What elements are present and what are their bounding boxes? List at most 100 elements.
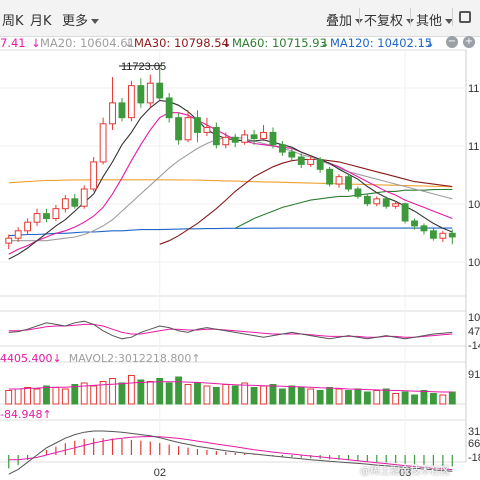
tab-week-k[interactable]: 周K: [2, 14, 24, 29]
volume-bar: [109, 378, 116, 405]
candle-body: [354, 188, 362, 197]
volume-bar: [335, 388, 343, 405]
price-axis: 11 11 10 10: [468, 83, 480, 269]
volume-bar: [326, 387, 334, 405]
candle-body: [297, 156, 305, 165]
ma20-arrow: ↓: [124, 36, 134, 50]
volume-bar: [80, 382, 88, 405]
candle-body: [203, 126, 211, 133]
volume-bar: [288, 385, 296, 405]
indicator-tick-label: 31: [468, 426, 480, 438]
fullscreen-icon[interactable]: [459, 11, 471, 23]
ma10-line: [8, 112, 453, 255]
volume-bar: [14, 388, 22, 405]
candle-body: [382, 198, 390, 207]
high-annotation: 11723.05: [118, 61, 166, 73]
indicator-tick-label: -18: [468, 452, 480, 464]
candle-body: [392, 203, 400, 207]
candle-body: [61, 198, 69, 210]
volume-bar: [127, 375, 135, 405]
time-tick-label: 03: [399, 467, 411, 479]
candle-body: [165, 97, 173, 119]
ma30-line: [159, 158, 453, 245]
toolbar-divider: [410, 8, 411, 26]
volume-bar: [33, 388, 41, 405]
volume-bar: [99, 381, 107, 405]
candle-body: [71, 198, 79, 207]
candle-body: [127, 85, 135, 119]
volume-bar: [241, 382, 249, 405]
volume-value: 4405.400↓: [0, 352, 62, 365]
candle-body: [194, 117, 201, 133]
volume-bar: [184, 384, 192, 405]
price-tick-label: 11: [468, 141, 479, 153]
volume-bar: [231, 385, 239, 405]
other-label: 其他: [416, 14, 443, 29]
candle-body: [43, 213, 50, 220]
ma30-arrow: ↓: [222, 36, 232, 50]
price-tick-label: 10: [468, 199, 480, 211]
volume-bar: [222, 384, 230, 405]
volume-bar: [212, 387, 220, 405]
overlay-label: 叠加: [326, 14, 353, 29]
more-dropdown[interactable]: 更多: [62, 10, 100, 29]
volume-bar: [5, 390, 13, 405]
macd-dif-line: [8, 320, 453, 340]
indicator-value: -84.948↑: [0, 408, 52, 421]
volume-bar: [61, 388, 69, 405]
more-label: 更多: [62, 14, 89, 29]
candle-body: [448, 232, 456, 238]
watermark: @稀土掘金技术社区: [360, 466, 450, 477]
ma60-arrow: ↓: [320, 36, 330, 50]
volume-bar: [448, 391, 456, 405]
minus-circle-icon[interactable]: −: [446, 36, 458, 48]
candle-body: [326, 168, 334, 185]
candle-body: [241, 134, 249, 143]
volume-bar: [429, 393, 437, 405]
macd-panel: 10 47 -14: [8, 312, 480, 352]
candle-body: [52, 208, 60, 220]
volume-bar: [146, 381, 154, 405]
indicator-dea-line: [8, 435, 453, 471]
moving-average-lines: [8, 99, 453, 260]
candle-body: [345, 176, 352, 190]
mavol-line: [8, 381, 453, 393]
ma5-value: 7.41: [0, 36, 26, 50]
candle-body: [90, 161, 98, 190]
candle-body: [146, 82, 154, 104]
ma120-value: MA120: 10402.15: [330, 36, 433, 50]
volume-bar: [156, 378, 164, 405]
candle-body: [363, 195, 371, 205]
candle-body: [14, 230, 22, 239]
time-axis: 02 03: [154, 467, 412, 479]
candle-body: [401, 203, 409, 222]
volume-bar: [316, 390, 324, 405]
volume-bar: [363, 391, 371, 405]
adjust-label: 不复权: [364, 14, 404, 29]
volume-bar: [269, 384, 277, 405]
volume-bar: [260, 385, 267, 405]
macd-tick-label: -14: [468, 340, 480, 352]
candle-body: [420, 225, 428, 232]
candle-body: [137, 85, 145, 104]
candle-body: [231, 136, 239, 143]
high-annotation-label: 11723.05: [121, 61, 166, 73]
ma5-arrow: ↓: [31, 36, 41, 50]
ma20-value: MA20: 10604.61: [40, 36, 135, 50]
candles: [5, 65, 456, 250]
candle-body: [118, 102, 126, 119]
candle-body: [175, 117, 183, 141]
candle-body: [307, 158, 315, 165]
candle-body: [439, 232, 447, 239]
tab-month-k[interactable]: 月K: [30, 14, 52, 29]
ma30-value: MA30: 10798.54: [134, 36, 229, 50]
candle-body: [99, 123, 107, 163]
other-dropdown[interactable]: 其他: [416, 10, 454, 29]
candle-body: [373, 198, 381, 205]
candle-body: [250, 134, 258, 140]
candle-body: [33, 213, 41, 223]
ma-legend: 7.41 ↓ MA20: 10604.61 ↓ MA30: 10798.54 ↓…: [0, 36, 480, 50]
plus-circle-icon[interactable]: +: [463, 36, 475, 48]
volume-bar: [137, 379, 145, 405]
